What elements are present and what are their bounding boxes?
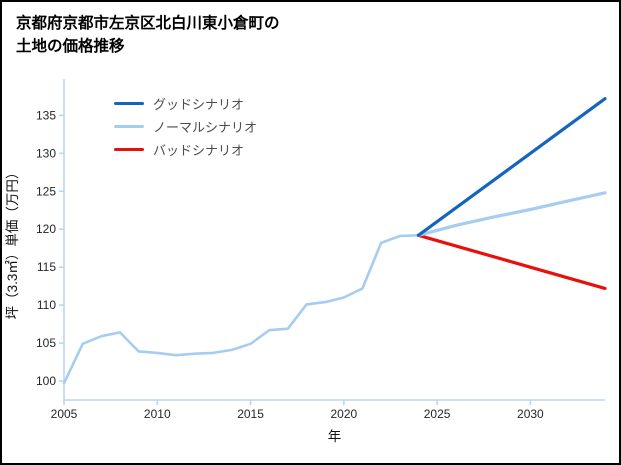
legend: グッドシナリオ ノーマルシナリオ バッドシナリオ: [114, 92, 257, 161]
series-line-history: [62, 233, 420, 385]
y-tick-label: 135: [36, 108, 56, 122]
x-tick-label: 2020: [330, 407, 357, 421]
y-tick-label: 125: [36, 184, 56, 198]
legend-item-normal-scenario: ノーマルシナリオ: [114, 115, 257, 138]
chart-svg: 100 105 110 115 120 125 130 135 2005 2010 2015 2020…: [5, 78, 607, 444]
x-tick-label: 2010: [144, 407, 171, 421]
series-line-バッドシナリオ: [416, 233, 607, 290]
x-axis-label: 年: [328, 429, 342, 444]
x-tick-label: 2025: [424, 407, 451, 421]
legend-item-bad-scenario: バッドシナリオ: [114, 138, 257, 161]
x-tick-label: 2005: [51, 407, 78, 421]
series-line-グッドシナリオ: [416, 96, 607, 237]
y-tick-label: 120: [36, 222, 56, 236]
legend-label-bad-scenario: バッドシナリオ: [153, 143, 245, 158]
chart-title: 京都府京都市左京区北白川東小倉町の 土地の価格推移: [2, 2, 619, 59]
normal-scenario-line-swatch: [114, 124, 144, 129]
legend-label-normal-scenario: ノーマルシナリオ: [153, 120, 258, 135]
chart-title-line2: 土地の価格推移: [16, 38, 125, 56]
series-line-ノーマルシナリオ: [416, 190, 607, 237]
bad-scenario-line-swatch: [114, 147, 144, 152]
y-tick-label: 105: [36, 336, 56, 350]
x-axis: 2005 2010 2015 2020 2025 2030: [51, 398, 605, 421]
y-axis: 100 105 110 115 120 125 130 135: [36, 78, 65, 400]
y-tick-label: 115: [37, 260, 56, 274]
good-scenario-line-swatch: [114, 101, 144, 106]
legend-label-good-scenario: グッドシナリオ: [153, 97, 245, 112]
legend-item-good-scenario: グッドシナリオ: [114, 92, 257, 115]
y-tick-label: 100: [36, 374, 56, 388]
x-tick-label: 2015: [237, 407, 264, 421]
x-tick-label: 2030: [517, 407, 544, 421]
y-tick-label: 130: [36, 146, 56, 160]
y-tick-label: 110: [37, 298, 56, 312]
chart-title-line1: 京都府京都市左京区北白川東小倉町の: [16, 15, 280, 32]
y-axis-label: 坪（3.3㎡）単価（万円）: [5, 165, 20, 319]
